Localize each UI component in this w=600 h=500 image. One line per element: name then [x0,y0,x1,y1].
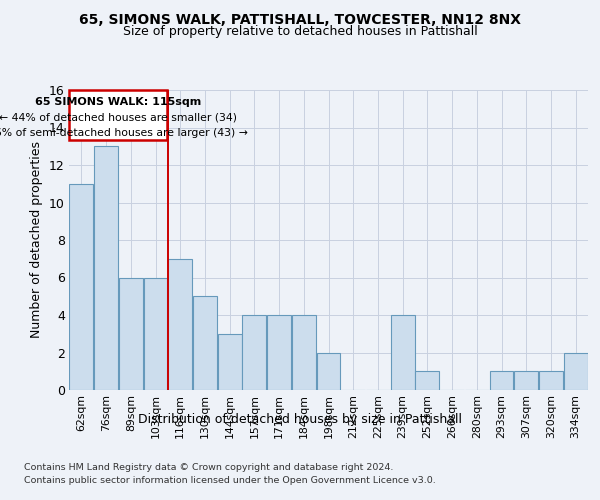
Bar [94,146,118,390]
Bar [391,315,415,390]
Text: Size of property relative to detached houses in Pattishall: Size of property relative to detached ho… [122,25,478,38]
Text: Distribution of detached houses by size in Pattishall: Distribution of detached houses by size … [138,412,462,426]
Text: 65 SIMONS WALK: 115sqm: 65 SIMONS WALK: 115sqm [35,97,202,107]
Text: ← 44% of detached houses are smaller (34): ← 44% of detached houses are smaller (34… [0,112,237,122]
Bar [514,371,538,390]
Bar [218,334,242,390]
Bar [168,259,192,390]
Text: 56% of semi-detached houses are larger (43) →: 56% of semi-detached houses are larger (… [0,128,248,138]
Bar [415,371,439,390]
Bar [317,352,340,390]
Bar [267,315,291,390]
Bar [539,371,563,390]
Bar [143,278,167,390]
Text: Contains public sector information licensed under the Open Government Licence v3: Contains public sector information licen… [24,476,436,485]
Bar [193,296,217,390]
Bar [292,315,316,390]
Bar [70,184,94,390]
Bar [490,371,514,390]
Text: 65, SIMONS WALK, PATTISHALL, TOWCESTER, NN12 8NX: 65, SIMONS WALK, PATTISHALL, TOWCESTER, … [79,12,521,26]
FancyBboxPatch shape [69,90,167,140]
Y-axis label: Number of detached properties: Number of detached properties [31,142,43,338]
Text: Contains HM Land Registry data © Crown copyright and database right 2024.: Contains HM Land Registry data © Crown c… [24,462,394,471]
Bar [242,315,266,390]
Bar [563,352,587,390]
Bar [119,278,143,390]
